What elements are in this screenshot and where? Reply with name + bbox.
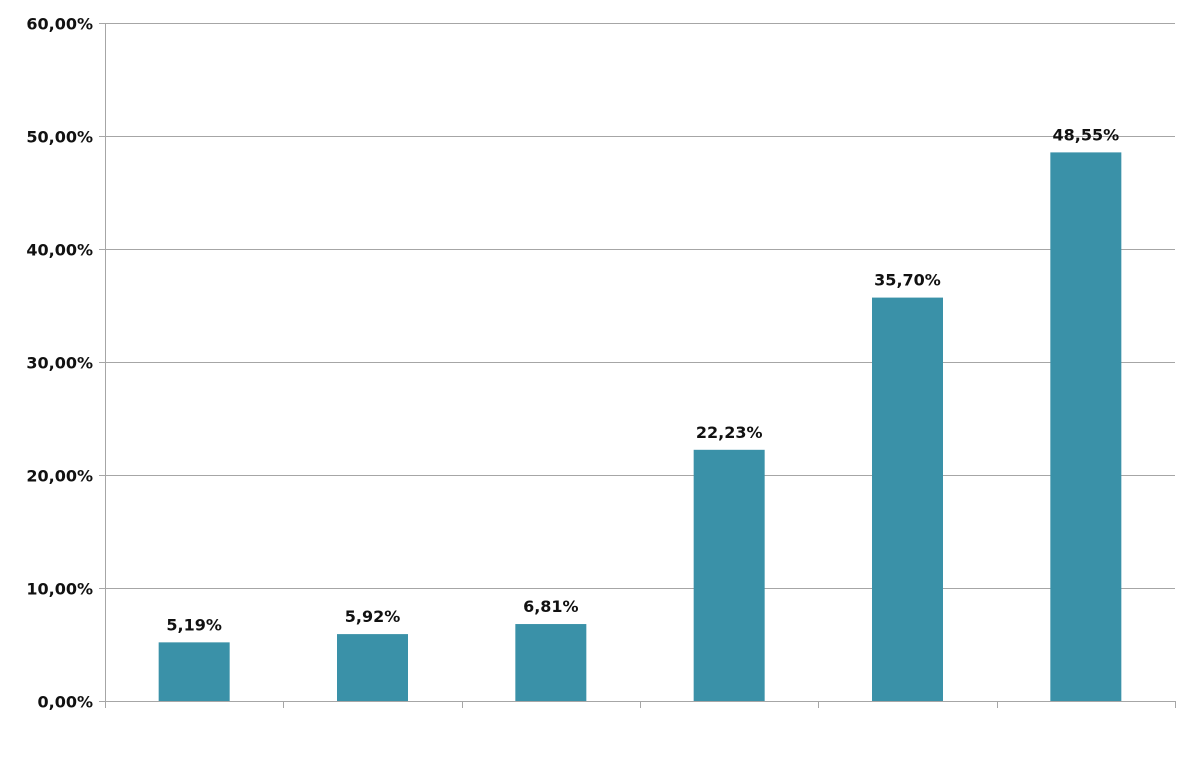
y-tick-label: 20,00% — [26, 467, 93, 486]
y-tick-label: 60,00% — [26, 15, 93, 34]
bar — [1050, 152, 1122, 701]
bar — [337, 634, 408, 701]
bar — [872, 297, 943, 701]
y-axis-tick-labels: 0,00% 10,00% 20,00% 30,00% 40,00% 50,00% 60,00… — [26, 15, 105, 712]
y-tick-label: 30,00% — [26, 354, 93, 373]
bar — [515, 624, 587, 701]
y-tick-label: 10,00% — [26, 580, 93, 599]
gridlines — [105, 23, 1175, 589]
bar — [158, 642, 230, 701]
data-label: 35,70% — [874, 271, 941, 290]
x-axis-ticks — [105, 701, 1176, 708]
y-tick-label: 0,00% — [37, 693, 93, 712]
data-label: 22,23% — [696, 423, 763, 442]
y-tick-label: 40,00% — [26, 241, 93, 260]
bars — [158, 152, 1122, 701]
data-label: 5,19% — [166, 615, 222, 634]
data-label: 48,55% — [1053, 125, 1120, 144]
data-label: 5,92% — [345, 607, 401, 626]
data-labels: 5,19% 5,92% 6,81% 22,23% 35,70% 48,55% — [166, 125, 1119, 634]
data-label: 6,81% — [523, 597, 579, 616]
y-tick-label: 50,00% — [26, 128, 93, 147]
bar — [693, 449, 765, 701]
